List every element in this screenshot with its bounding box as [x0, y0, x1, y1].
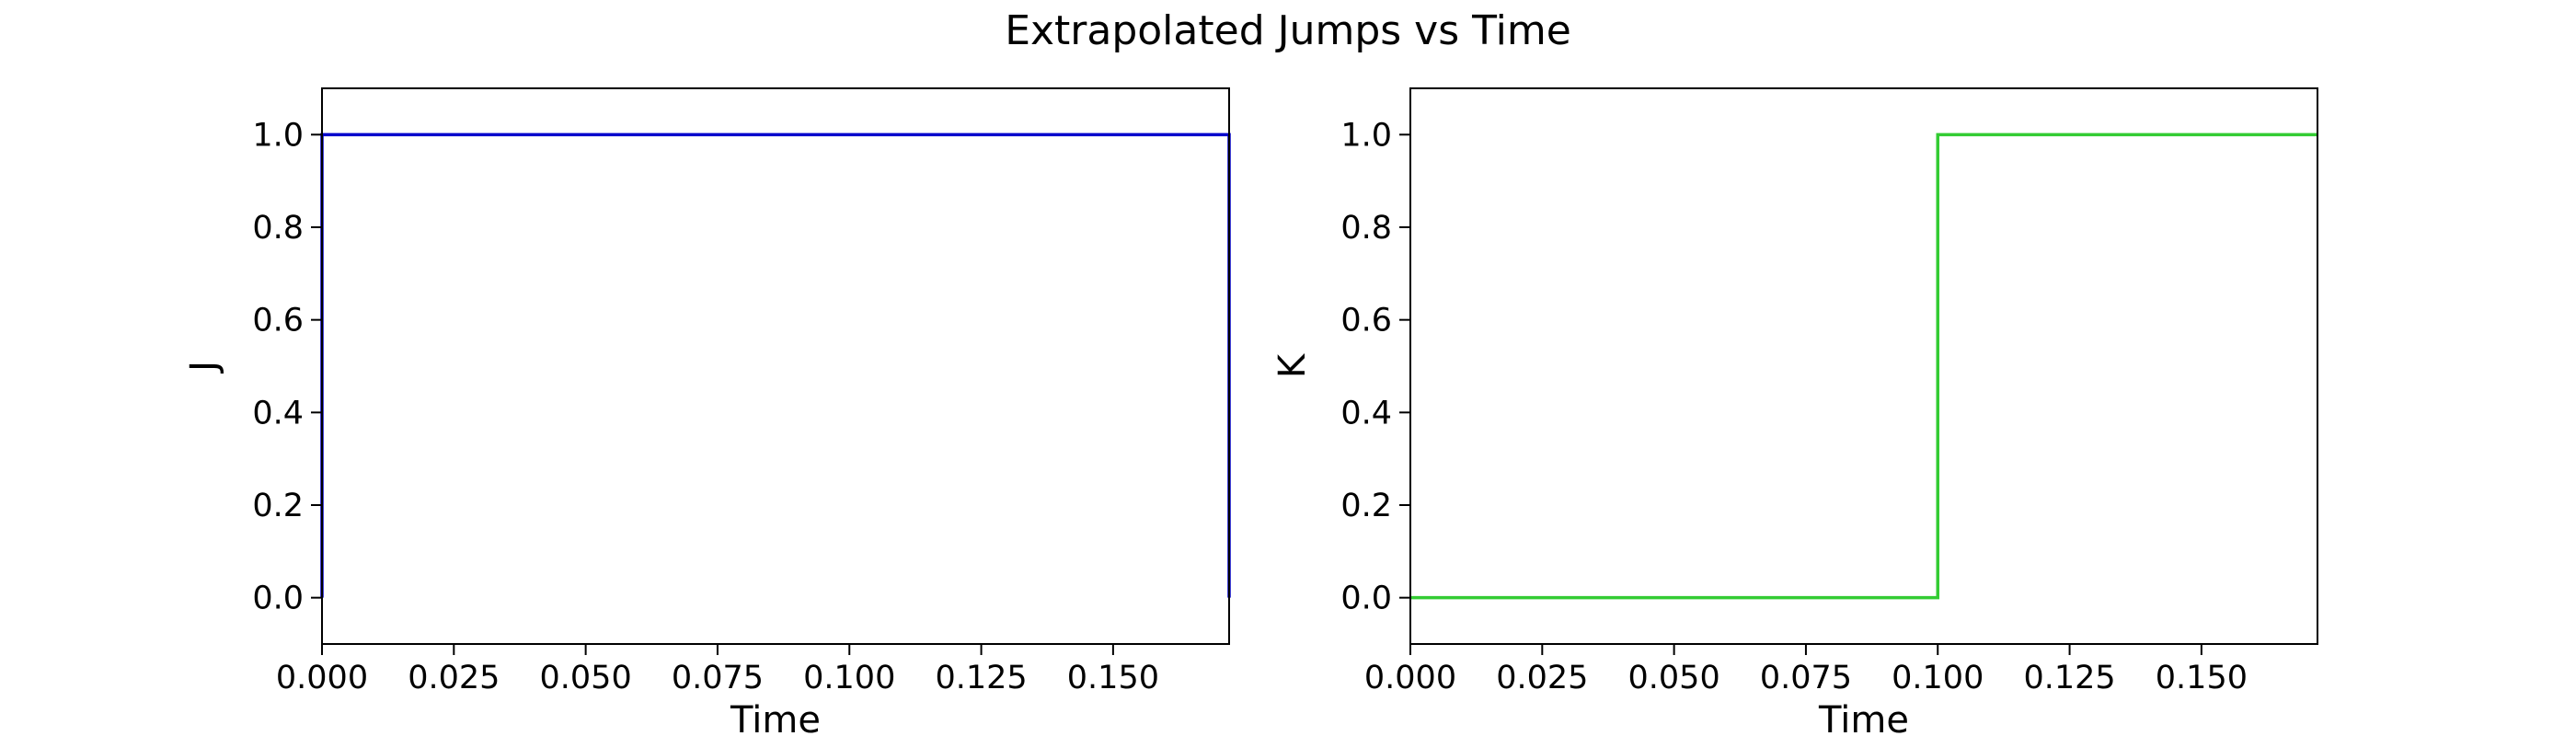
series-line-0-0: [320, 132, 1231, 598]
x-tick-label: 0.125: [935, 660, 1027, 696]
x-tick-label: 0.100: [1892, 660, 1984, 696]
axes-frame: [1409, 87, 2318, 645]
x-tick-label: 0.050: [540, 660, 632, 696]
x-tick-label: 0.150: [2156, 660, 2248, 696]
y-tick-label: 1.0: [252, 117, 304, 154]
y-tick-label: 0.0: [252, 581, 304, 617]
subplot-j: 0.000 0.025 0.050 0.075 0.100 0.125 0.150 0.0 0.…: [183, 87, 1231, 736]
x-tick-label: 0.100: [803, 660, 895, 696]
x-tick-label: 0.075: [1760, 660, 1852, 696]
y-tick-label: 0.4: [252, 395, 304, 431]
x-tick-label: 0.125: [2023, 660, 2115, 696]
y-tick-label: 0.6: [1340, 303, 1392, 339]
y-axis-label: J: [183, 361, 225, 374]
y-tick-label: 0.2: [1340, 488, 1392, 524]
x-tick-label: 0.150: [1067, 660, 1159, 696]
x-axis-label: Time: [1818, 699, 1909, 736]
y-tick-label: 0.0: [1340, 581, 1392, 617]
x-tick-label: 0.075: [672, 660, 764, 696]
axes-frame: [321, 87, 1230, 645]
y-tick-label: 1.0: [1340, 117, 1392, 154]
x-tick-label: 0.050: [1628, 660, 1720, 696]
y-tick-label: 0.6: [252, 303, 304, 339]
figure-suptitle: Extrapolated Jumps vs Time: [1005, 7, 1571, 54]
y-axis-label: K: [1271, 352, 1314, 378]
x-axis-label: Time: [730, 699, 821, 736]
y-tick-label: 0.8: [1340, 210, 1392, 247]
y-tick-label: 0.2: [252, 488, 304, 524]
subplot-k: 0.000 0.025 0.050 0.075 0.100 0.125 0.150 0.0 0.…: [1271, 87, 2318, 736]
x-tick-label: 0.025: [408, 660, 500, 696]
y-tick-label: 0.8: [252, 210, 304, 247]
y-tick-label: 0.4: [1340, 395, 1392, 431]
series-line-1-0: [1410, 132, 2317, 600]
x-tick-label: 0.000: [276, 660, 368, 696]
x-tick-label: 0.000: [1364, 660, 1456, 696]
x-tick-label: 0.025: [1496, 660, 1588, 696]
